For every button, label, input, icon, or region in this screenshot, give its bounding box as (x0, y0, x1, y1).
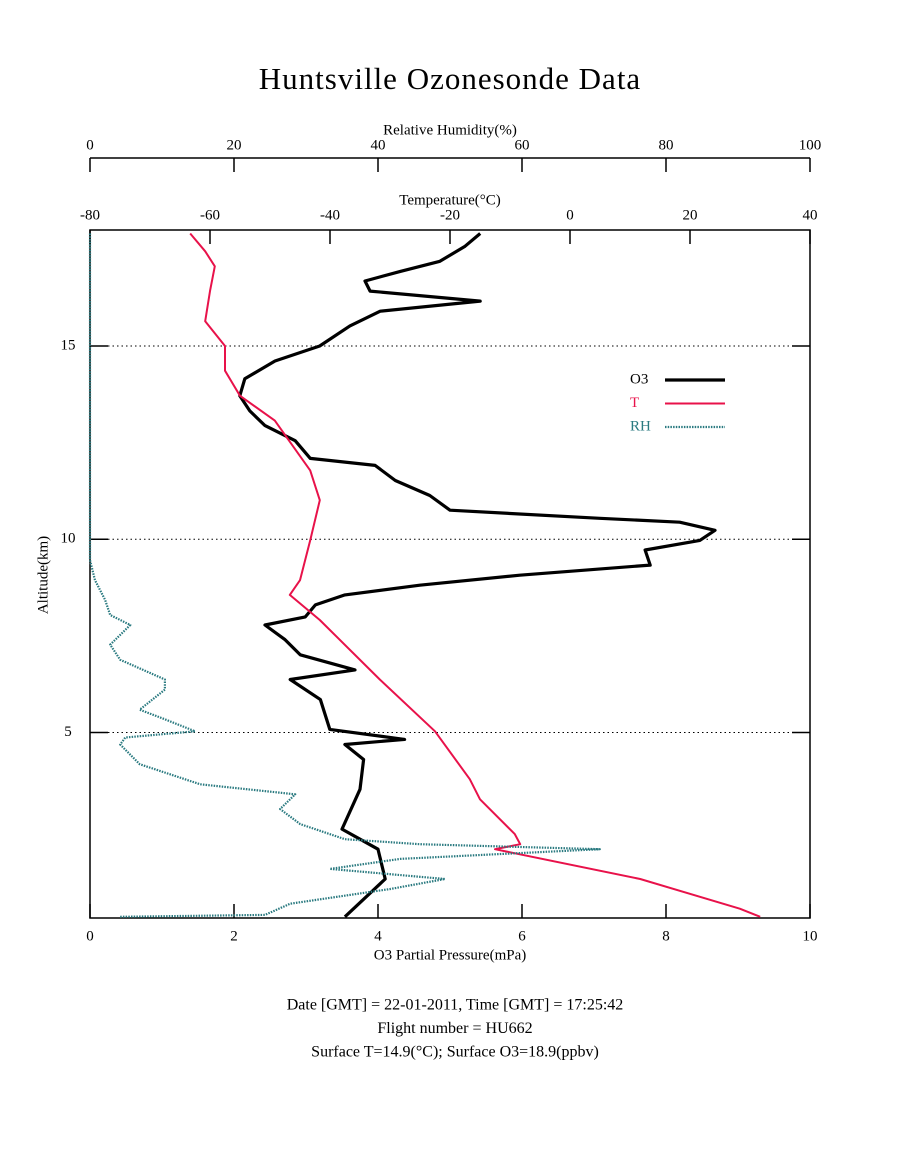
x3-tick-label: 80 (659, 137, 674, 153)
legend-label: O3 (630, 371, 648, 387)
footer-line: Flight number = HU662 (377, 1020, 532, 1037)
x-tick-label: 0 (86, 928, 94, 944)
x2-tick-label: -80 (80, 207, 100, 223)
y-axis-label: Altitude(km) (35, 536, 51, 614)
x2-tick-label: 0 (566, 207, 574, 223)
temperature-axis-label: Temperature(°C) (399, 192, 501, 208)
x-tick-label: 2 (230, 928, 238, 944)
legend-label: RH (630, 418, 651, 434)
x-tick-label: 6 (518, 928, 526, 944)
chart-title: Huntsville Ozonesonde Data (259, 61, 641, 96)
y-tick-label: 15 (61, 337, 76, 353)
x-tick-label: 8 (662, 928, 670, 944)
footer-line: Surface T=14.9(°C); Surface O3=18.9(ppbv… (311, 1044, 599, 1061)
x2-tick-label: -60 (200, 207, 220, 223)
x3-tick-label: 20 (227, 137, 242, 153)
x3-tick-label: 0 (86, 137, 94, 153)
profile-x (238, 232, 717, 918)
x2-tick-label: 40 (803, 207, 818, 223)
rh-axis-label: Relative Humidity(%) (383, 122, 517, 138)
legend-label: T (630, 395, 639, 411)
profile-x2 (189, 232, 761, 918)
x3-tick-label: 60 (515, 137, 530, 153)
profile-x3 (88, 233, 601, 918)
x2-tick-label: 20 (683, 207, 698, 223)
x-tick-label: 10 (803, 928, 818, 944)
x-tick-label: 4 (374, 928, 382, 944)
y-tick-label: 10 (61, 531, 76, 547)
footer-line: Date [GMT] = 22-01-2011, Time [GMT] = 17… (287, 997, 624, 1014)
x3-tick-label: 100 (799, 137, 822, 153)
x2-tick-label: -20 (440, 207, 460, 223)
x2-tick-label: -40 (320, 207, 340, 223)
x3-tick-label: 40 (371, 137, 386, 153)
y-tick-label: 5 (64, 724, 72, 740)
x-axis-label: O3 Partial Pressure(mPa) (374, 947, 526, 963)
